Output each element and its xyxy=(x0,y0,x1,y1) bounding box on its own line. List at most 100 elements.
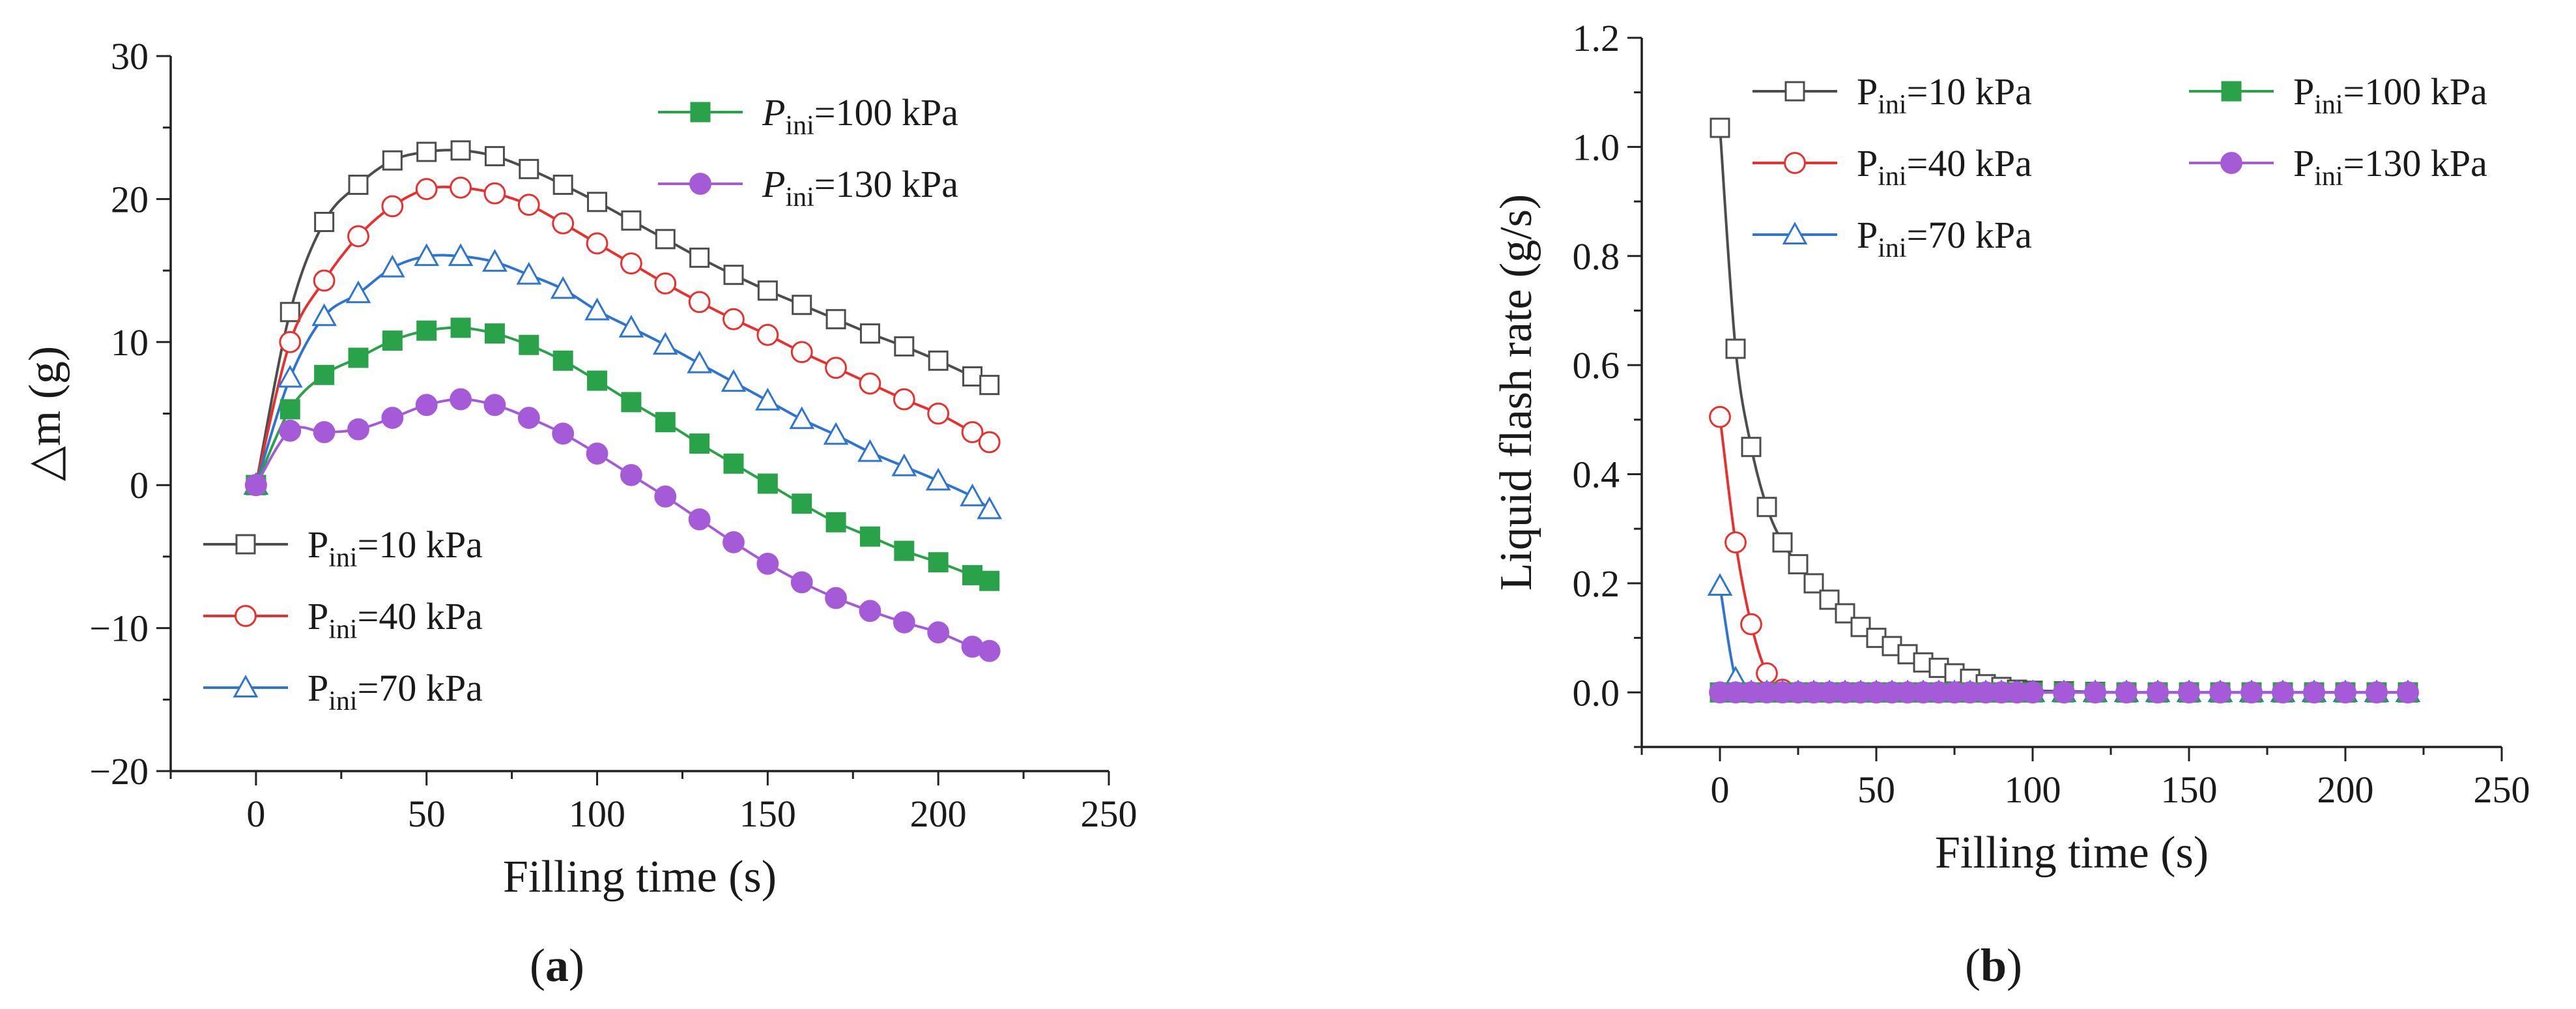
data-point xyxy=(857,439,883,462)
data-point xyxy=(584,297,610,321)
data-point xyxy=(792,295,812,315)
data-point xyxy=(279,302,300,323)
data-point xyxy=(348,174,369,195)
data-point xyxy=(2397,681,2419,704)
data-point xyxy=(550,276,576,299)
data-point xyxy=(652,332,678,355)
data-point xyxy=(621,210,642,231)
data-point xyxy=(277,364,303,388)
legend-item: Pini=70 kPa xyxy=(203,667,483,716)
data-point xyxy=(2022,681,2044,704)
data-point xyxy=(587,192,608,212)
legend-item: Pini=130 kPa xyxy=(658,163,958,212)
legend-label: Pini=40 kPa xyxy=(1857,142,2032,192)
legend-item: Pini=70 kPa xyxy=(1753,214,2032,263)
legend-label: Pini=70 kPa xyxy=(1857,214,2032,263)
legend-item: Pini=10 kPa xyxy=(1753,70,2032,120)
data-point xyxy=(859,600,881,622)
data-point xyxy=(348,347,369,368)
x-tick-label: 250 xyxy=(1081,793,1138,835)
legend-marker xyxy=(235,605,257,627)
data-point xyxy=(977,496,1003,519)
data-point xyxy=(790,341,813,364)
data-point xyxy=(1725,338,1746,359)
data-point xyxy=(825,512,846,533)
data-point xyxy=(689,247,710,268)
legend-label: Pini=100 kPa xyxy=(2293,70,2487,120)
data-point xyxy=(688,508,711,531)
series-1 xyxy=(1710,117,2418,703)
data-point xyxy=(552,350,573,371)
legend-marker xyxy=(235,534,256,555)
data-point xyxy=(979,570,1000,591)
legend-marker xyxy=(1784,152,1806,174)
series-line xyxy=(1719,417,2408,694)
data-point xyxy=(1850,617,1871,637)
legend-label: Pini=100 kPa xyxy=(762,91,958,141)
data-point xyxy=(655,229,676,250)
legend-marker xyxy=(689,173,711,195)
data-point xyxy=(415,394,438,417)
data-point xyxy=(894,540,915,561)
data-point xyxy=(2147,681,2169,704)
data-point xyxy=(314,364,335,385)
data-point xyxy=(756,552,779,575)
series-1 xyxy=(246,140,1000,495)
legend-label: Pini=10 kPa xyxy=(308,523,483,573)
data-point xyxy=(415,178,438,200)
y-tick-label: 1.2 xyxy=(1573,17,1620,59)
legend-item: Pini=10 kPa xyxy=(203,523,483,573)
y-axis-label: Liquid flash rate (g/s) xyxy=(1491,194,1541,591)
legend-item: Pini=130 kPa xyxy=(2189,142,2487,192)
data-point xyxy=(1788,554,1809,575)
y-tick-label: 0.2 xyxy=(1573,563,1620,605)
legend-item: Pini=40 kPa xyxy=(203,595,483,645)
data-point xyxy=(927,621,950,644)
data-point xyxy=(721,369,747,392)
y-tick-label: 0.0 xyxy=(1573,671,1620,714)
data-point xyxy=(825,587,847,609)
x-tick-label: 100 xyxy=(569,793,625,835)
data-point xyxy=(516,261,542,285)
data-point xyxy=(1707,573,1733,596)
legend-item: Pini=100 kPa xyxy=(2189,70,2487,120)
data-point xyxy=(792,493,812,514)
data-point xyxy=(484,146,505,167)
y-axis-label: △m (g) xyxy=(20,346,70,481)
data-point xyxy=(978,639,1001,662)
data-point xyxy=(380,254,405,278)
data-point xyxy=(279,419,302,442)
data-point xyxy=(962,564,983,585)
data-point xyxy=(2334,681,2356,704)
data-point xyxy=(961,421,984,443)
series-5 xyxy=(1709,681,2419,704)
y-tick-label: 10 xyxy=(111,321,149,364)
legend-label: Pini=70 kPa xyxy=(308,667,483,716)
data-point xyxy=(789,406,815,430)
data-point xyxy=(416,141,437,162)
data-point xyxy=(859,526,880,547)
legend-marker xyxy=(233,675,259,697)
data-point xyxy=(894,336,915,357)
chart-a: 0 50 100 150 200 250 −20 −10 0 10 20 30 Filling time… xyxy=(20,35,1138,991)
panel-label: (b) xyxy=(1965,939,2022,991)
y-tick-label: 0.8 xyxy=(1573,235,1620,278)
data-point xyxy=(586,232,608,255)
data-point xyxy=(1709,405,1731,428)
legend-item: Pini=40 kPa xyxy=(1753,142,2032,192)
data-point xyxy=(587,370,608,391)
x-tick-label: 50 xyxy=(408,793,446,835)
legend-item: Pini=100 kPa xyxy=(658,91,958,141)
data-point xyxy=(450,176,472,199)
data-point xyxy=(450,140,471,161)
data-point xyxy=(311,303,337,327)
data-point xyxy=(2303,681,2325,704)
legend-marker xyxy=(1784,81,1805,102)
data-point xyxy=(859,372,881,395)
data-point xyxy=(416,320,437,341)
data-point xyxy=(517,407,540,429)
x-axis-label: Filling time (s) xyxy=(503,852,777,902)
data-point xyxy=(450,317,471,338)
data-point xyxy=(978,431,1001,454)
y-tick-label: 1.0 xyxy=(1573,126,1620,168)
